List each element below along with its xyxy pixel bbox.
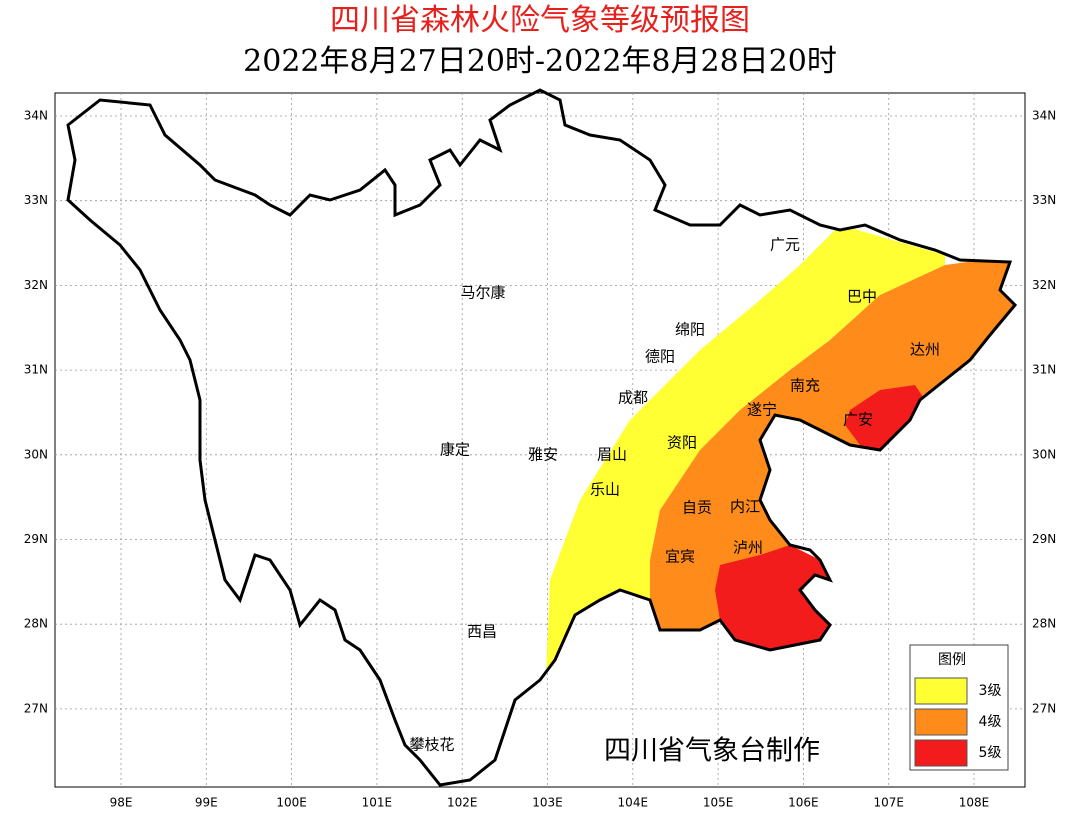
lon-tick-label: 107E (873, 796, 904, 810)
lat-tick-label: 31N (24, 363, 48, 377)
lon-tick-label: 106E (788, 796, 819, 810)
graticule: 98E 99E 100E 101E 102E 103E 104E 105E 106E 107E 10… (24, 93, 1056, 810)
legend: 3级 4级 5级 (914, 677, 1002, 767)
lon-tick-label: 103E (532, 796, 563, 810)
city-label: 绵阳 (675, 321, 705, 339)
lat-tick-label: 27N (24, 701, 48, 715)
city-label: 康定 (440, 441, 470, 459)
lat-tick-label: 29N (1032, 532, 1056, 546)
lon-tick-label: 100E (276, 796, 307, 810)
lat-tick-label: 32N (24, 278, 48, 292)
legend-swatch (914, 708, 968, 736)
lon-tick-label: 102E (447, 796, 478, 810)
lat-tick-label: 33N (1032, 193, 1056, 207)
city-label: 遂宁 (747, 401, 777, 419)
legend-title: 图例 (938, 652, 966, 668)
lat-tick-label: 31N (1032, 363, 1056, 377)
city-label: 西昌 (467, 623, 497, 641)
lat-tick-label: 33N (24, 193, 48, 207)
legend-swatch (914, 677, 968, 705)
city-label: 广安 (843, 411, 873, 429)
lon-tick-label: 108E (959, 796, 990, 810)
zone-level-5 (845, 385, 925, 455)
city-label: 成都 (618, 389, 648, 407)
lat-tick-label: 28N (24, 617, 48, 631)
city-label: 攀枝花 (409, 736, 454, 754)
zone-level-5 (715, 545, 835, 660)
city-label: 眉山 (597, 446, 627, 464)
city-label: 南充 (790, 377, 820, 395)
city-label: 自贡 (682, 499, 712, 517)
city-label: 雅安 (528, 446, 558, 464)
zone-level-3 (545, 225, 945, 700)
lon-tick-label: 99E (195, 796, 218, 810)
legend-label: 4级 (979, 714, 1002, 730)
city-label: 德阳 (645, 348, 675, 366)
city-label: 泸州 (733, 539, 763, 557)
lat-tick-label: 29N (24, 532, 48, 546)
lat-tick-label: 32N (1032, 278, 1056, 292)
city-label: 马尔康 (460, 284, 505, 302)
city-label: 达州 (910, 341, 940, 359)
legend-label: 3级 (979, 683, 1002, 699)
lat-tick-label: 34N (24, 109, 48, 123)
city-label: 宜宾 (665, 548, 695, 566)
lon-tick-label: 101E (362, 796, 393, 810)
risk-zones (545, 225, 1015, 700)
lat-tick-label: 30N (24, 447, 48, 461)
lon-tick-label: 105E (703, 796, 734, 810)
lon-tick-label: 98E (110, 796, 133, 810)
city-label: 巴中 (847, 288, 877, 306)
lat-tick-label: 34N (1032, 109, 1056, 123)
city-label: 广元 (770, 236, 800, 254)
subtitle: 2022年8月27日20时-2022年8月28日20时 (243, 44, 837, 79)
lat-tick-label: 28N (1032, 617, 1056, 631)
title: 四川省森林火险气象等级预报图 (330, 3, 750, 38)
legend-swatch (914, 739, 968, 767)
city-label: 资阳 (667, 434, 697, 452)
lat-tick-label: 30N (1032, 447, 1056, 461)
lat-tick-label: 27N (1032, 701, 1056, 715)
city-label: 内江 (730, 498, 760, 516)
lon-tick-label: 104E (618, 796, 649, 810)
legend-label: 5级 (979, 745, 1002, 761)
zone-level-4 (650, 255, 1015, 660)
credit: 四川省气象台制作 (604, 736, 820, 767)
city-label: 乐山 (590, 481, 620, 499)
